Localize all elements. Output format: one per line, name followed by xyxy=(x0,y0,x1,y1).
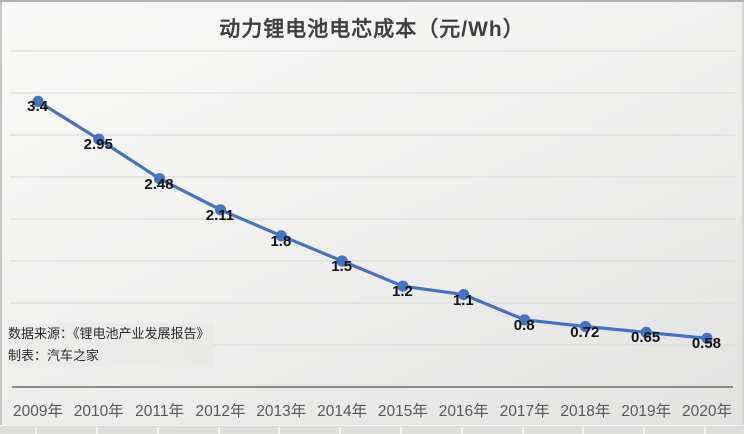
x-axis-label: 2017年 xyxy=(499,403,550,420)
data-point-label: 1.5 xyxy=(331,258,353,275)
x-axis-label: 2009年 xyxy=(13,403,63,420)
x-axis-label: 2010年 xyxy=(73,403,124,420)
data-point-marker xyxy=(397,280,409,292)
data-point-marker xyxy=(275,230,287,242)
axis-tick xyxy=(339,427,342,434)
data-point-label: 3.4 xyxy=(27,98,49,116)
axis-tick xyxy=(35,427,37,434)
data-point-marker xyxy=(93,133,105,145)
data-point-marker xyxy=(336,255,348,267)
x-axis-label: 2012年 xyxy=(195,403,246,420)
x-axis-label: 2020年 xyxy=(682,403,732,420)
axis-tick xyxy=(399,427,402,434)
data-source-text: 数据来源：《锂电池产业发展报告》 xyxy=(8,323,214,345)
data-point-marker xyxy=(154,173,166,185)
axis-tick xyxy=(704,427,706,434)
data-point-marker xyxy=(32,95,44,107)
data-point-label: 2.48 xyxy=(144,175,174,193)
x-axis-label: 2013年 xyxy=(256,403,307,420)
data-point-marker xyxy=(519,314,531,326)
data-point-label: 2.11 xyxy=(205,206,235,224)
bottom-axis-strip xyxy=(0,425,744,434)
x-axis-label: 2015年 xyxy=(377,403,428,420)
axis-tick xyxy=(643,427,646,434)
data-point-label: 0.8 xyxy=(513,316,535,334)
axis-tick xyxy=(217,427,220,434)
source-note: 数据来源：《锂电池产业发展报告》 制表：汽车之家 xyxy=(8,323,214,367)
data-point-label: 1.2 xyxy=(392,283,413,301)
data-point-marker xyxy=(701,332,713,344)
x-axis-label: 2014年 xyxy=(317,403,368,420)
axis-tick xyxy=(156,427,159,434)
data-point-label: 1.1 xyxy=(452,291,474,309)
data-point-marker xyxy=(579,320,592,333)
series-line xyxy=(36,99,709,340)
x-axis-label: 2011年 xyxy=(135,403,185,420)
credit-text: 制表：汽车之家 xyxy=(8,345,214,367)
data-point-marker xyxy=(214,204,227,216)
data-point-marker xyxy=(458,289,470,301)
data-point-label: 0.65 xyxy=(631,329,661,347)
data-point-label: 2.95 xyxy=(83,136,113,154)
x-axis-label: 2018年 xyxy=(560,403,611,420)
data-point-marker xyxy=(640,326,652,338)
x-axis-label: 2016年 xyxy=(438,403,489,420)
data-point-label: 0.58 xyxy=(691,335,722,353)
axis-tick xyxy=(582,427,585,434)
axis-tick xyxy=(460,427,463,434)
x-axis-label: 2019年 xyxy=(621,403,672,420)
axis-tick xyxy=(95,427,98,434)
chart-title: 动力锂电池电芯成本（元/Wh） xyxy=(219,18,525,41)
axis-tick xyxy=(521,427,524,434)
data-point-label: 0.72 xyxy=(570,323,600,341)
data-point-label: 1.8 xyxy=(270,232,292,250)
axis-tick xyxy=(278,427,281,434)
